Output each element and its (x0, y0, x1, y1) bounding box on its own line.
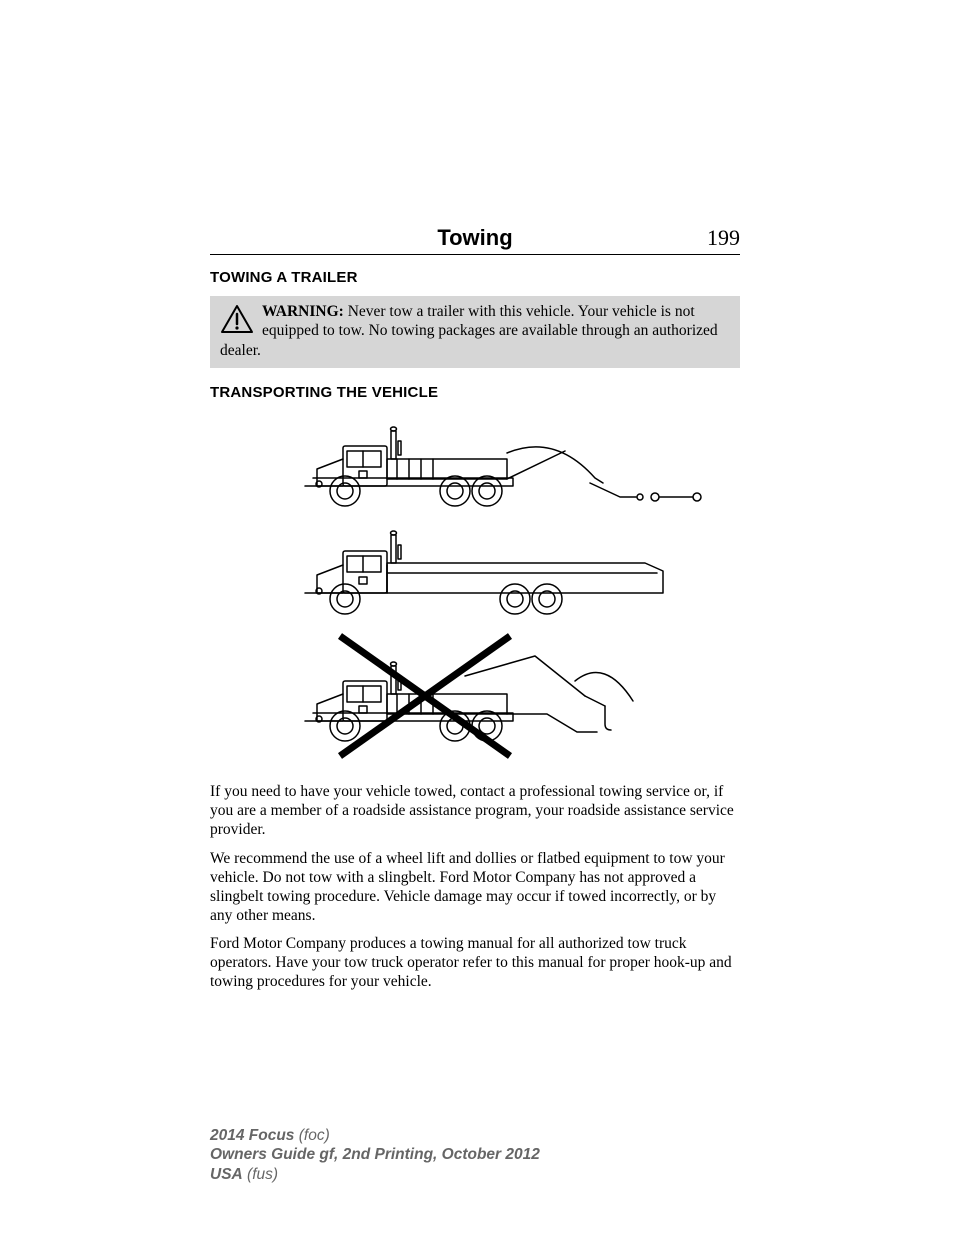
footer-model-suffix: (foc) (294, 1127, 329, 1144)
footer-model: 2014 Focus (210, 1127, 294, 1144)
running-header: Towing 199 (210, 225, 740, 255)
footer-region: USA (210, 1166, 243, 1183)
warning-box: WARNING: Never tow a trailer with this v… (210, 296, 740, 368)
page-body: Towing 199 TOWING A TRAILER WARNING: Nev… (210, 225, 740, 1002)
footer-line-3: USA (fus) (210, 1165, 540, 1184)
body-paragraph-2: We recommend the use of a wheel lift and… (210, 850, 740, 926)
footer-line-2: Owners Guide gf, 2nd Printing, October 2… (210, 1145, 540, 1164)
footer-line-1: 2014 Focus (foc) (210, 1126, 540, 1145)
body-paragraph-3: Ford Motor Company produces a towing man… (210, 935, 740, 992)
warning-triangle-icon (220, 304, 254, 339)
header-title: Towing (437, 225, 512, 251)
page-footer: 2014 Focus (foc) Owners Guide gf, 2nd Pr… (210, 1126, 540, 1184)
footer-region-suffix: (fus) (243, 1166, 278, 1183)
page-number: 199 (707, 225, 740, 251)
section-heading-towing-trailer: TOWING A TRAILER (210, 269, 740, 286)
warning-label: WARNING: (262, 303, 344, 320)
tow-truck-illustration (210, 411, 740, 771)
body-paragraph-1: If you need to have your vehicle towed, … (210, 783, 740, 840)
section-heading-transporting: TRANSPORTING THE VEHICLE (210, 384, 740, 401)
